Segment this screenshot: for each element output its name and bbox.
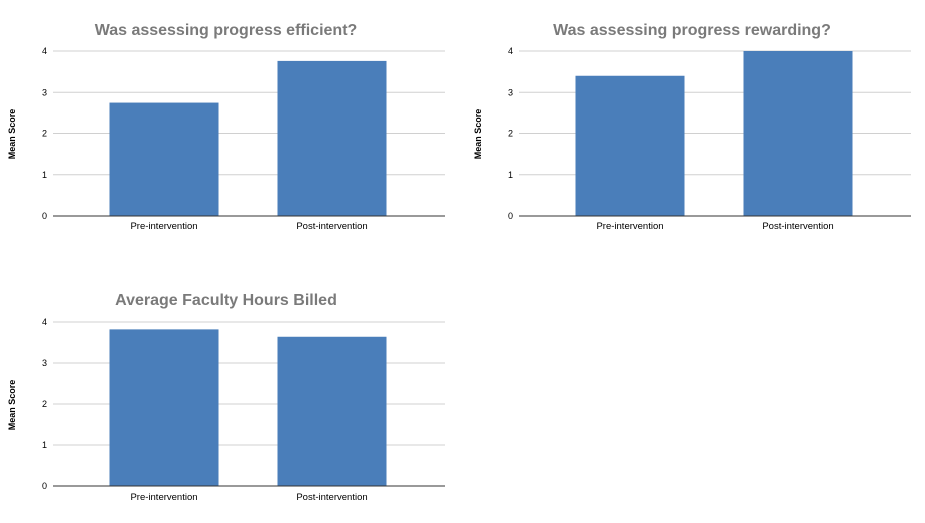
x-tick-label: Post-intervention — [762, 221, 833, 232]
x-tick-label: Pre-intervention — [596, 221, 663, 232]
x-tick-label: Pre-intervention — [130, 221, 197, 232]
y-axis-label: Mean Score — [7, 380, 17, 431]
x-tick-label: Post-intervention — [296, 221, 367, 232]
chart-title: Average Faculty Hours Billed — [115, 292, 337, 309]
chart-2: Was assessing progress rewarding? Mean Sc… — [473, 22, 911, 232]
y-tick-label: 3 — [42, 358, 47, 368]
bar — [743, 51, 853, 216]
y-tick-label: 1 — [42, 440, 47, 450]
y-axis-label: Mean Score — [473, 109, 483, 160]
bar — [277, 60, 387, 217]
y-tick-label: 1 — [42, 170, 47, 180]
y-tick-label: 3 — [508, 87, 513, 97]
x-tick-label: Post-intervention — [296, 492, 367, 503]
y-tick-label: 1 — [508, 170, 513, 180]
y-tick-label: 4 — [508, 46, 513, 56]
y-tick-label: 2 — [42, 399, 47, 409]
bar — [575, 75, 685, 216]
x-tick-label: Pre-intervention — [130, 492, 197, 503]
y-tick-label: 0 — [42, 211, 47, 221]
chart-3: Average Faculty Hours Billed Mean Score 0 1… — [7, 292, 445, 503]
y-tick-label: 0 — [508, 211, 513, 221]
y-axis-label: Mean Score — [7, 109, 17, 160]
y-tick-label: 2 — [508, 129, 513, 139]
y-tick-label: 4 — [42, 317, 47, 327]
y-tick-label: 3 — [42, 87, 47, 97]
bar — [109, 102, 219, 216]
bar — [277, 336, 387, 486]
chart-title: Was assessing progress efficient? — [95, 22, 358, 39]
y-tick-label: 0 — [42, 481, 47, 491]
y-tick-label: 2 — [42, 129, 47, 139]
chart-1: Was assessing progress efficient? Mean Sc… — [7, 22, 445, 232]
y-tick-label: 4 — [42, 46, 47, 56]
bar — [109, 329, 219, 486]
chart-title: Was assessing progress rewarding? — [553, 22, 831, 39]
